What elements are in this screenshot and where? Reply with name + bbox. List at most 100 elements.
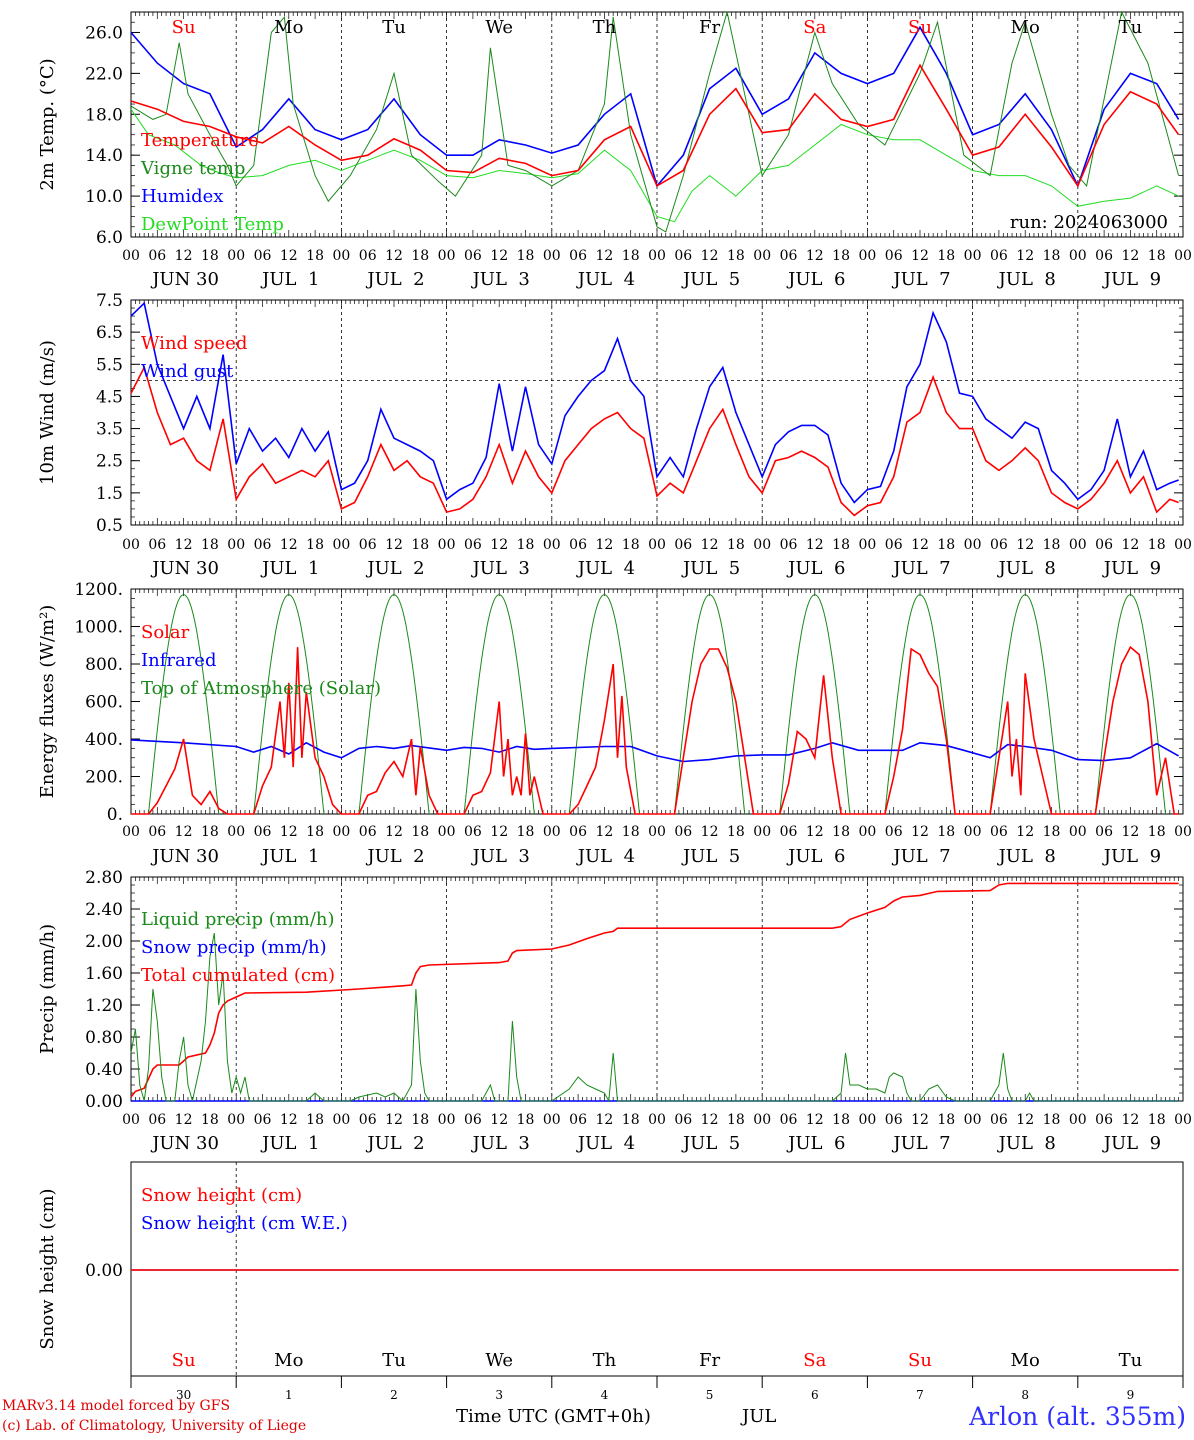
legend-entry: Infrared [141, 650, 216, 671]
station-title: Arlon (alt. 355m) [969, 1402, 1186, 1431]
legend-entry: Snow height (cm W.E.) [141, 1213, 348, 1234]
hour-tick-label: 18 [1148, 248, 1166, 264]
day-number-label: 6 [811, 1388, 819, 1402]
date-label: JUL 7 [891, 846, 950, 867]
series-line-1-0 [130, 63, 1180, 188]
legend-entry: Liquid precip (mm/h) [141, 909, 335, 930]
hour-tick-label: 06 [254, 248, 272, 264]
hour-tick-label: 12 [595, 824, 613, 840]
y-tick-label: 22.0 [85, 64, 123, 84]
day-number-label: 3 [495, 1388, 503, 1402]
y-axis-label: Precip (mm/h) [37, 924, 58, 1054]
hour-tick-label: 06 [464, 824, 482, 840]
hour-tick-label: 00 [858, 248, 876, 264]
hour-tick-label: 18 [727, 248, 745, 264]
hour-tick-label: 00 [753, 1112, 771, 1128]
series-line-toa-solar [148, 594, 1166, 815]
date-label: JUL 6 [786, 269, 845, 290]
hour-tick-label: 00 [543, 824, 561, 840]
hour-tick-label: 12 [1016, 537, 1034, 553]
hour-tick-label: 00 [332, 824, 350, 840]
y-tick-label: 4.5 [96, 387, 123, 407]
hour-tick-label: 06 [885, 248, 903, 264]
weekday-label: Tu [382, 17, 406, 38]
hour-tick-label: 00 [1069, 537, 1087, 553]
y-axis-label: Snow height (cm) [37, 1188, 58, 1349]
credit-line-2: (c) Lab. of Climatology, University of L… [2, 1418, 307, 1434]
hour-tick-label: 18 [832, 248, 850, 264]
hour-tick-label: 18 [727, 537, 745, 553]
date-label: JUL 3 [471, 1133, 530, 1154]
hour-tick-label: 06 [254, 1112, 272, 1128]
hour-tick-label: 06 [148, 537, 166, 553]
panel-1: 6.0 10.0 14.0 18.0 22.0 26.0 2m Temp. (°C) Temp… [37, 10, 1192, 290]
hour-tick-label: 00 [332, 1112, 350, 1128]
date-label: JUL 2 [365, 846, 424, 867]
hour-tick-label: 18 [937, 1112, 955, 1128]
date-label: JUL 8 [997, 558, 1056, 579]
y-tick-label: 1000. [74, 618, 123, 638]
hour-tick-label: 18 [937, 537, 955, 553]
date-label: JUL 8 [997, 1133, 1056, 1154]
hour-tick-label: 00 [438, 248, 456, 264]
hour-tick-label: 06 [464, 1112, 482, 1128]
hour-tick-label: 18 [201, 1112, 219, 1128]
series-line-2-0 [130, 365, 1179, 517]
hour-tick-label: 12 [911, 537, 929, 553]
day-number-label: 5 [706, 1388, 714, 1402]
legend-entry: Top of Atmosphere (Solar) [141, 678, 381, 699]
weekday-label-bottom: Tu [382, 1350, 406, 1371]
hour-tick-label: 06 [148, 1112, 166, 1128]
hour-tick-label: 06 [464, 537, 482, 553]
hour-tick-label: 18 [517, 248, 535, 264]
plot-frame [130, 11, 1184, 238]
hour-tick-label: 00 [227, 1112, 245, 1128]
hour-tick-label: 18 [201, 824, 219, 840]
y-tick-label: 0.00 [85, 1261, 123, 1281]
weekday-label: Tu [1119, 17, 1143, 38]
hour-tick-label: 06 [148, 824, 166, 840]
date-label: JUL 8 [997, 269, 1056, 290]
hour-tick-label: 00 [122, 1112, 140, 1128]
hour-tick-label: 18 [1148, 824, 1166, 840]
hour-tick-label: 00 [543, 1112, 561, 1128]
series-line-3-1 [130, 739, 1179, 763]
date-label: JUL 5 [681, 269, 740, 290]
date-label: JUL 6 [786, 558, 845, 579]
hour-tick-label: 12 [1121, 248, 1139, 264]
legend-entry: Solar [141, 622, 190, 643]
hour-tick-label: 00 [648, 1112, 666, 1128]
hour-tick-label: 00 [227, 248, 245, 264]
date-label: JUL 6 [786, 846, 845, 867]
hour-tick-label: 06 [780, 824, 798, 840]
weekday-label-bottom: Mo [274, 1350, 303, 1371]
y-tick-label: 2.80 [85, 868, 123, 888]
y-tick-label: 1.20 [85, 996, 123, 1016]
hour-tick-label: 06 [1095, 537, 1113, 553]
hour-tick-label: 12 [1016, 248, 1034, 264]
hour-tick-label: 12 [806, 248, 824, 264]
weekday-label: Fr [699, 17, 720, 38]
hour-tick-label: 06 [780, 1112, 798, 1128]
weekday-label: We [485, 17, 513, 38]
hour-tick-label: 00 [1174, 824, 1192, 840]
y-tick-label: 200. [85, 768, 123, 788]
hour-tick-label: 12 [595, 537, 613, 553]
weekday-label: Su [172, 17, 196, 38]
hour-tick-label: 06 [990, 1112, 1008, 1128]
model-credits: MARv3.14 model forced by GFS (c) Lab. of… [2, 1396, 306, 1436]
series-line-3-0 [131, 645, 1179, 815]
y-tick-label: 18.0 [85, 105, 123, 125]
date-label: JUL 7 [891, 558, 950, 579]
plot-frame [130, 588, 1184, 815]
hour-tick-label: 06 [780, 248, 798, 264]
hour-tick-label: 12 [385, 248, 403, 264]
date-label: JUN 30 [150, 846, 219, 867]
hour-tick-label: 06 [569, 537, 587, 553]
hour-tick-label: 12 [385, 824, 403, 840]
hour-tick-label: 00 [227, 537, 245, 553]
legend-entry: Snow height (cm) [141, 1185, 302, 1206]
hour-tick-label: 12 [280, 824, 298, 840]
hour-tick-label: 12 [280, 248, 298, 264]
date-label: JUN 30 [150, 269, 219, 290]
